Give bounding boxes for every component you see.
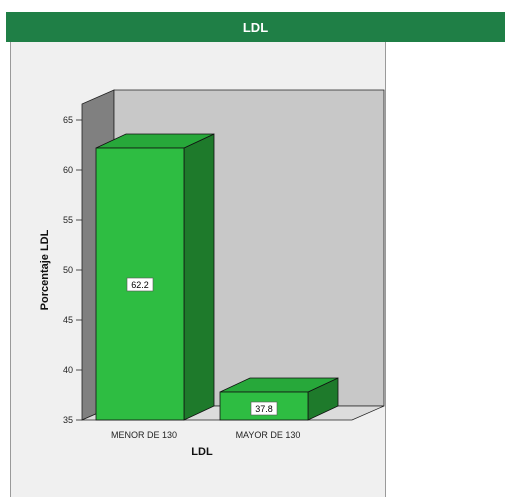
data-label: 62.2 — [131, 280, 149, 290]
y-tick-label: 40 — [63, 365, 73, 375]
bar-2: 37.8 — [219, 377, 339, 421]
bar-side-face — [183, 133, 215, 421]
y-tick-label: 50 — [63, 265, 73, 275]
y-tick-label: 65 — [63, 115, 73, 125]
chart-title-bar: LDL — [6, 12, 505, 42]
data-label: 37.8 — [255, 404, 273, 414]
y-tick-label: 35 — [63, 415, 73, 425]
x-axis-title: LDL — [191, 446, 213, 458]
chart-title: LDL — [242, 19, 269, 35]
data-label-box — [126, 277, 154, 292]
y-tick-label: 60 — [63, 165, 73, 175]
x-tick-label: MENOR DE 130 — [111, 430, 177, 440]
x-tick-label: MAYOR DE 130 — [236, 430, 301, 440]
y-axis-title: Porcentaje LDL — [39, 229, 51, 310]
data-label-box — [250, 401, 278, 416]
y-tick-label: 55 — [63, 215, 73, 225]
bar-1: 62.2 — [95, 133, 215, 421]
y-tick-label: 45 — [63, 315, 73, 325]
